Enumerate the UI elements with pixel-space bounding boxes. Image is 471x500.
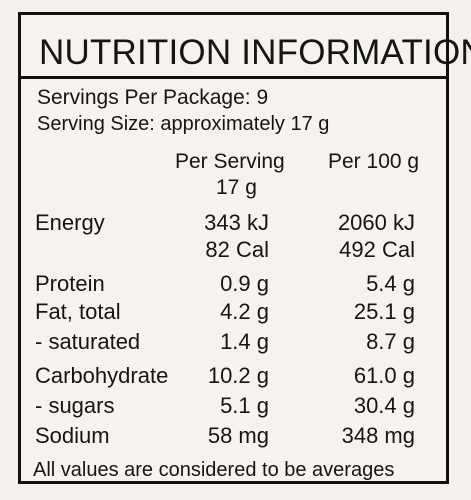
- energy-per-serving-cal: 82 Cal: [205, 237, 269, 262]
- sugars-per-serving: 5.1 g: [220, 393, 269, 418]
- row-label-fat-total: Fat, total: [35, 299, 121, 324]
- servings-per-package: Servings Per Package: 9: [37, 86, 269, 109]
- column-header-per-serving: Per Serving: [175, 150, 285, 173]
- fat-per-serving: 4.2 g: [220, 299, 269, 324]
- saturated-per-serving: 1.4 g: [220, 329, 269, 354]
- nutrition-panel: NUTRITION INFORMATION Servings Per Packa…: [18, 12, 471, 484]
- title-divider: [21, 76, 446, 79]
- protein-per-100g: 5.4 g: [366, 271, 415, 296]
- fat-per-100g: 25.1 g: [353, 299, 415, 324]
- row-label-carbohydrate: Carbohydrate: [35, 363, 169, 388]
- averages-note: All values are considered to be averages: [33, 459, 395, 481]
- serving-size: Serving Size: approximately 17 g: [37, 113, 330, 135]
- carbohydrate-per-serving: 10.2 g: [207, 363, 269, 388]
- column-header-per-100g: Per 100 g: [328, 150, 420, 173]
- row-label-energy: Energy: [35, 210, 105, 235]
- row-label-sodium: Sodium: [35, 423, 110, 448]
- saturated-per-100g: 8.7 g: [366, 329, 415, 354]
- energy-per-100g-kj: 2060 kJ: [337, 210, 415, 235]
- column-header-serving-size: 17 g: [216, 176, 257, 199]
- sugars-per-100g: 30.4 g: [353, 393, 415, 418]
- protein-per-serving: 0.9 g: [220, 271, 269, 296]
- row-label-saturated: - saturated: [35, 329, 141, 354]
- energy-per-100g-cal: 492 Cal: [339, 237, 415, 262]
- sodium-per-serving: 58 mg: [207, 423, 269, 448]
- row-label-protein: Protein: [35, 271, 105, 296]
- panel-title: NUTRITION INFORMATION: [39, 33, 471, 72]
- sodium-per-100g: 348 mg: [341, 423, 415, 448]
- energy-per-serving-kj: 343 kJ: [204, 210, 269, 235]
- row-label-sugars: - sugars: [35, 393, 115, 418]
- carbohydrate-per-100g: 61.0 g: [353, 363, 415, 388]
